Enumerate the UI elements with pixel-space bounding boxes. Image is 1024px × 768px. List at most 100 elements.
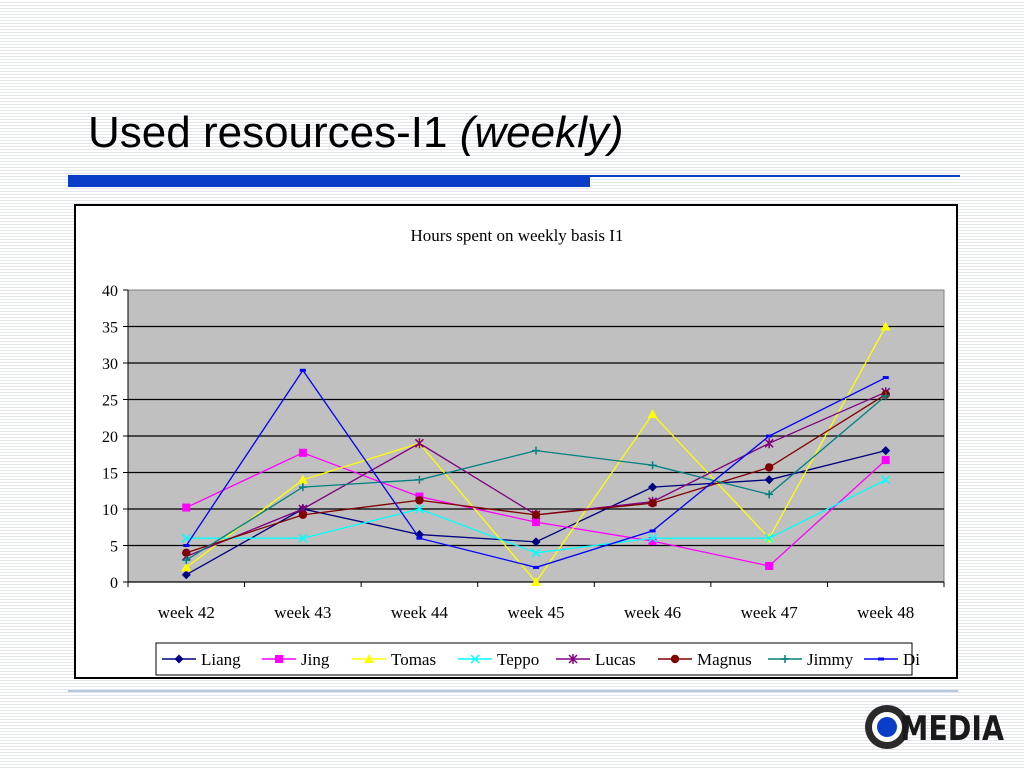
data-point-marker: [764, 475, 774, 485]
legend-label: Lucas: [595, 650, 636, 669]
data-point-marker: [648, 461, 657, 470]
series-magnus: [182, 390, 890, 557]
y-tick-label: 25: [102, 393, 118, 410]
legend-label: Magnus: [697, 650, 752, 669]
data-point-marker: [533, 565, 539, 569]
line-chart: Hours spent on weekly basis I1 0 5 10 15 20 2…: [102, 226, 945, 676]
y-tick-label: 40: [102, 283, 118, 300]
data-point-marker: [764, 533, 774, 543]
y-tick-label: 35: [102, 320, 118, 337]
data-point-marker: [765, 561, 774, 570]
data-point-marker: [878, 657, 884, 661]
data-point-marker: [882, 376, 889, 380]
slide-title-main: Used resources-I1: [88, 108, 460, 157]
data-point-marker: [649, 529, 656, 533]
data-point-marker: [297, 474, 308, 484]
data-point-marker: [415, 496, 424, 505]
data-point-marker: [470, 654, 480, 664]
y-tick-label: 15: [102, 466, 118, 483]
data-point-marker: [181, 562, 192, 572]
x-tick-label: week 42: [158, 603, 215, 622]
data-point-marker: [364, 654, 374, 663]
legend-label: Jimmy: [807, 650, 854, 669]
chart-title: Hours spent on weekly basis I1: [411, 226, 624, 245]
data-point-marker: [416, 536, 423, 540]
x-tick-label: week 45: [507, 603, 564, 622]
data-point-marker: [764, 463, 774, 472]
media-logo: MEDIA: [860, 700, 1010, 756]
x-tick-label: week 46: [624, 603, 681, 622]
data-point-marker: [415, 475, 424, 484]
data-point-marker: [181, 570, 191, 580]
legend-label: Teppo: [497, 650, 539, 669]
y-tick-label: 0: [110, 575, 118, 592]
slide-title-italic: (weekly): [459, 108, 624, 157]
y-tick-label: 5: [110, 539, 118, 556]
data-point-marker: [670, 654, 680, 664]
data-point-marker: [764, 438, 774, 449]
data-point-marker: [298, 483, 307, 492]
data-point-marker: [881, 446, 891, 456]
data-point-marker: [765, 490, 774, 499]
data-point-marker: [648, 537, 657, 546]
y-tick-label: 20: [102, 429, 118, 446]
slide-title: Used resources-I1 (weekly): [88, 108, 624, 158]
legend-item-magnus: Magnus: [658, 650, 752, 669]
data-point-marker: [414, 438, 424, 449]
legend-item-teppo: Teppo: [458, 650, 539, 669]
chart-frame: Hours spent on weekly basis I1 0 5 10 15 20 2…: [74, 204, 958, 679]
x-tick-label: week 43: [274, 603, 331, 622]
data-point-marker: [531, 537, 541, 547]
data-point-marker: [414, 504, 424, 514]
legend: Liang Jing Tomas Teppo Lucas Magnus Jimmy Di: [155, 642, 920, 676]
logo-text: MEDIA: [900, 709, 1005, 749]
legend-item-jimmy: Jimmy: [768, 650, 854, 669]
data-point-marker: [880, 321, 891, 331]
series-jimmy: [182, 391, 890, 565]
data-point-marker: [182, 503, 191, 512]
data-point-marker: [568, 654, 578, 664]
legend-label: Di: [903, 650, 920, 669]
data-point-marker: [647, 409, 658, 419]
data-point-marker: [298, 533, 308, 543]
series-layer: [181, 321, 891, 586]
data-point-marker: [766, 434, 773, 438]
data-point-marker: [298, 448, 307, 457]
data-point-marker: [183, 544, 190, 547]
legend-item-jing: Jing: [262, 650, 330, 669]
data-point-marker: [781, 655, 789, 663]
data-point-marker: [531, 510, 541, 520]
y-tick-label: 10: [102, 502, 118, 519]
y-tick-label: 30: [102, 356, 118, 373]
y-axis: 0 5 10 15 20 25 30 35 40: [102, 283, 129, 592]
x-tick-label: week 48: [857, 603, 914, 622]
data-point-marker: [532, 518, 540, 527]
legend-label: Jing: [301, 650, 330, 669]
legend-label: Liang: [201, 650, 241, 669]
data-point-marker: [648, 482, 658, 492]
title-underline-thin: [590, 175, 960, 177]
legend-item-di: Di: [864, 650, 920, 669]
legend-item-lucas: Lucas: [556, 650, 636, 669]
data-point-marker: [531, 577, 541, 586]
title-underline-thick: [68, 175, 590, 187]
legend-label: Tomas: [391, 650, 436, 669]
data-point-marker: [299, 368, 306, 372]
data-point-marker: [648, 533, 658, 543]
x-tick-label: week 47: [741, 603, 799, 622]
data-point-marker: [182, 556, 191, 565]
footer-divider: [68, 690, 958, 692]
data-point-marker: [298, 510, 308, 520]
data-point-marker: [174, 654, 184, 664]
data-point-marker: [881, 475, 891, 485]
data-point-marker: [275, 655, 283, 663]
x-axis: week 42 week 43 week 44 week 45 week 46 week …: [127, 581, 945, 622]
legend-item-liang: Liang: [162, 650, 241, 669]
data-point-marker: [182, 548, 191, 557]
series-teppo: [181, 475, 891, 558]
series-di: [183, 368, 889, 569]
x-tick-label: week 44: [391, 603, 449, 622]
data-point-marker: [532, 446, 540, 455]
data-point-marker: [881, 391, 890, 400]
legend-item-tomas: Tomas: [352, 650, 436, 669]
